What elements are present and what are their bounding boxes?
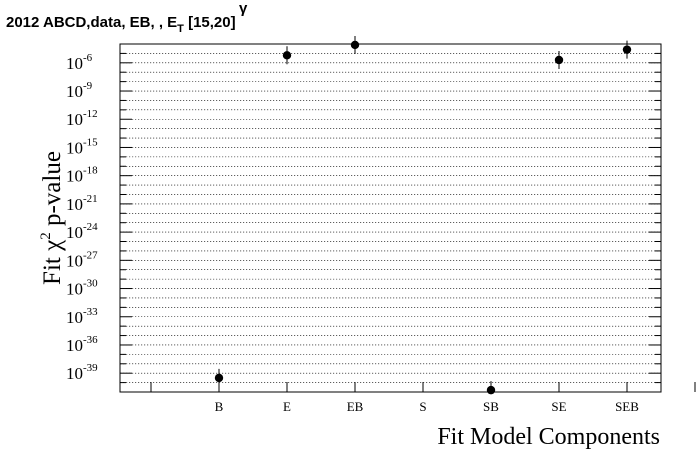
y-tick-label: 10-24: [66, 221, 98, 242]
y-tick-label: 10-30: [66, 278, 98, 299]
chart-title-sup: γ: [239, 0, 248, 17]
y-tick-label: 10-21: [66, 193, 98, 214]
y-axis-label-sup: 2: [38, 232, 54, 240]
chart-title-suffix: [15,20]: [184, 14, 236, 31]
y-tick-label: 10-12: [66, 108, 98, 129]
y-tick-label: 10-39: [66, 362, 98, 383]
plot-frame: [119, 43, 662, 393]
x-axis-label: Fit Model Components: [437, 424, 660, 450]
chart-title-prefix: 2012 ABCD,data, EB, , E: [6, 14, 177, 31]
chart-title: 2012 ABCD,data, EB, , ET [15,20] γ: [6, 0, 248, 35]
data-point-eb: [350, 40, 360, 50]
x-ticks: B E EB S SB SE SEB: [150, 382, 696, 414]
data-point-b: [214, 373, 224, 383]
y-tick-label: 10-27: [66, 249, 98, 270]
x-tick-label: SB: [483, 399, 499, 414]
y-axis-label-rest: p-value: [39, 151, 66, 232]
x-tick-label: SE: [551, 399, 566, 414]
data-point-sb: [486, 385, 496, 395]
x-tick-label: E: [283, 399, 291, 414]
svg-text:2012 ABCD,data, EB, , ET [15,2: 2012 ABCD,data, EB, , ET [15,20]: [6, 14, 236, 35]
y-tick-label: 10-18: [66, 165, 98, 186]
data-point-se: [554, 55, 564, 65]
y-tick-label: 10-33: [66, 306, 98, 327]
y-tick-label: 10-9: [66, 80, 93, 101]
y-tick-label: 10-15: [66, 136, 98, 157]
data-points: [214, 35, 632, 395]
y-tick-label: 10-36: [66, 334, 98, 355]
data-point-e: [282, 51, 292, 60]
data-point-seb: [622, 45, 632, 54]
x-tick-label: SEB: [615, 399, 639, 414]
x-tick-label: B: [215, 399, 224, 414]
y-axis-label-main: Fit χ: [39, 240, 66, 285]
x-tick-label: EB: [347, 399, 364, 414]
x-tick-label: S: [419, 399, 426, 414]
y-ticks: 10-39 10-36 10-33 10-30 10-27 10-24 10-21 10-18…: [66, 43, 661, 393]
grid: [120, 53, 661, 383]
y-tick-label: 10-6: [66, 52, 93, 73]
y-axis-label: Fit χ2 p-value: [38, 151, 66, 285]
chart-title-sub: T: [177, 23, 184, 35]
